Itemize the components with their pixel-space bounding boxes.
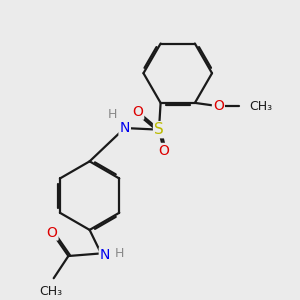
Text: H: H (114, 247, 124, 260)
Text: CH₃: CH₃ (39, 285, 62, 298)
Text: O: O (213, 99, 224, 113)
Text: N: N (100, 248, 110, 262)
Text: S: S (154, 122, 164, 137)
Text: O: O (158, 144, 169, 158)
Text: N: N (119, 121, 130, 135)
Text: CH₃: CH₃ (249, 100, 272, 113)
Text: O: O (46, 226, 58, 239)
Text: H: H (108, 108, 117, 121)
Text: O: O (132, 105, 143, 119)
